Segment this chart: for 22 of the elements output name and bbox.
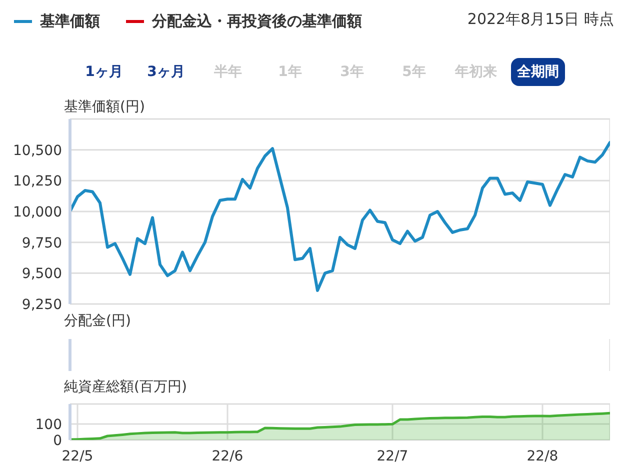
text: 分配金(円) [64, 313, 131, 329]
y-tick-label: 10,250 [13, 174, 62, 190]
x-tick-label: 22/5 [62, 448, 94, 465]
x-tick-label: 22/7 [376, 448, 408, 465]
chart-title: 基準価額(円) [64, 99, 145, 115]
line-series [70, 140, 610, 292]
period-button[interactable]: 3ヶ月 [147, 63, 185, 81]
y-tick-label: 9,250 [22, 296, 62, 313]
legend-label: 基準価額 [40, 12, 100, 31]
y-tick-label: 0 [53, 432, 62, 449]
text: 2022年8月15日 時点 [467, 10, 614, 28]
x-tick-label: 22/6 [212, 448, 244, 465]
period-button[interactable]: 1ヶ月 [85, 63, 123, 81]
y-tick-label: 10,500 [13, 142, 62, 159]
y-tick-label: 100 [35, 416, 62, 433]
legend-label: 分配金込・再投資後の基準価額 [152, 12, 362, 31]
chart-title: 純資産総額(百万円) [64, 379, 187, 395]
y-tick-label: 9,500 [22, 266, 62, 282]
y-tick-label: 9,750 [22, 235, 62, 252]
x-tick-label: 22/8 [526, 448, 558, 465]
y-tick-label: 10,000 [13, 204, 62, 220]
period-button[interactable]: 全期間 [511, 58, 565, 86]
